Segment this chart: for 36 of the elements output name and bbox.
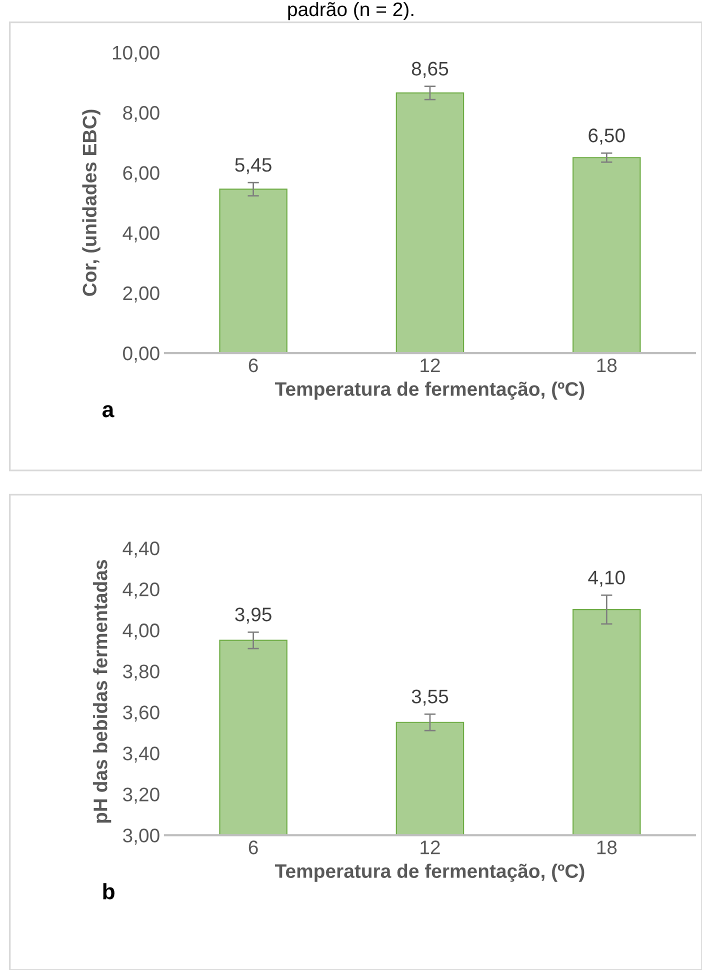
x-tick-label: 18 (597, 358, 617, 372)
y-tick-label: 3,40 (123, 746, 160, 763)
x-tick-label: 6 (248, 840, 258, 854)
data-label: 3,95 (235, 608, 272, 624)
x-axis-title: Temperatura de fermentação, (ºC) (275, 864, 584, 882)
y-tick-label: 6,00 (123, 166, 160, 182)
y-tick-label: 4,20 (122, 582, 160, 599)
bar (396, 92, 464, 354)
x-tick-label: 6 (248, 358, 258, 372)
y-tick-label: 2,00 (123, 286, 160, 302)
y-tick-label: 4,00 (122, 624, 160, 640)
data-label: 5,45 (235, 158, 272, 174)
x-tick-label: 12 (420, 840, 440, 854)
y-axis-title: Cor, (unidades EBC) (82, 110, 100, 296)
text: b (103, 883, 114, 900)
y-tick-label: 3,20 (123, 788, 160, 804)
y-tick-label: 3,60 (123, 706, 160, 722)
y-tick-label: 8,00 (123, 106, 160, 122)
data-label: 8,65 (412, 62, 448, 78)
text: padrão (n = 2). (288, 2, 414, 20)
y-tick-label: 3,80 (123, 664, 160, 681)
y-tick-label: 4,00 (122, 226, 160, 242)
x-tick-label: 12 (420, 358, 440, 372)
y-axis-title: pH das bebidas fermentadas (93, 560, 112, 823)
y-tick-label: 0,00 (123, 346, 160, 363)
y-tick-label: 10,00 (112, 46, 160, 62)
data-label: 3,55 (412, 690, 448, 706)
data-label: 4,10 (588, 570, 625, 587)
bar (572, 157, 641, 354)
y-tick-label: 4,40 (122, 542, 160, 558)
y-tick-label: 3,00 (123, 828, 160, 845)
x-axis-title: Temperatura de fermentação, (ºC) (275, 382, 584, 400)
data-label: 6,50 (588, 128, 625, 145)
bar (219, 188, 288, 354)
text: a (102, 405, 114, 418)
x-tick-label: 18 (597, 840, 617, 854)
